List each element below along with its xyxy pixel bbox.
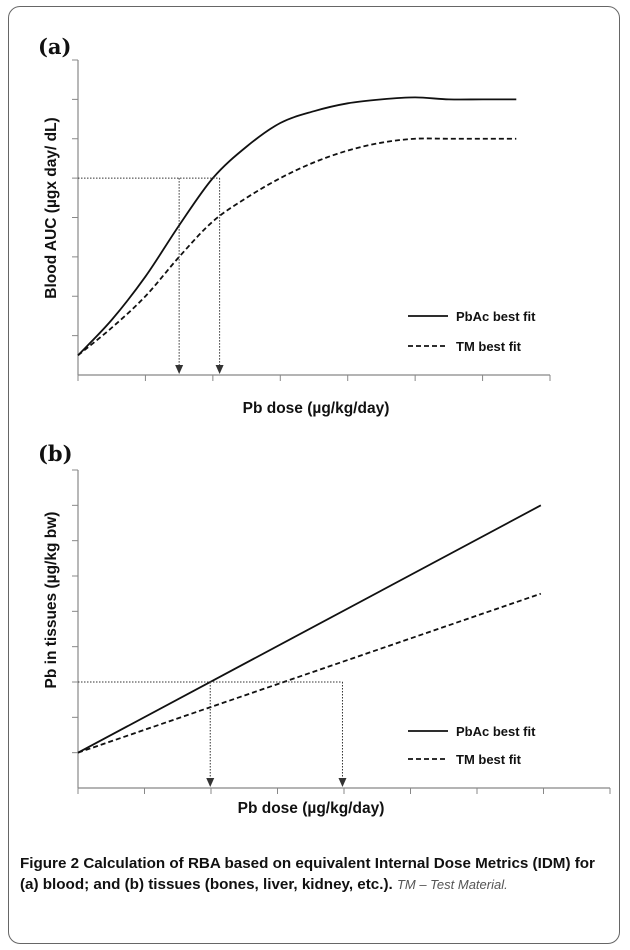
caption-label: Figure 2	[20, 855, 80, 872]
series-line-pbac	[77, 96, 517, 356]
caption-title: Calculation of RBA based on equivalent I…	[20, 855, 595, 893]
legend-label-tm: TM best fit	[456, 752, 522, 767]
legend-label-tm: TM best fit	[456, 339, 522, 354]
panel-a-ylabel: Blood AUC (µgx day/ dL)	[43, 117, 60, 298]
legend-label-pbac: PbAc best fit	[456, 309, 536, 324]
series-line-tm	[77, 592, 542, 754]
reference-arrow-head-icon	[215, 365, 224, 374]
panel-b-xlabel: Pb dose (µg/kg/day)	[238, 800, 385, 817]
series-line-pbac	[77, 504, 542, 754]
reference-arrow-head-icon	[206, 778, 215, 787]
panel-b-letter: (b)	[38, 441, 73, 466]
figure-svg: (a) Pb dose (µg/kg/day) Blood AUC (µgx d…	[38, 34, 611, 817]
figure-caption: Figure 2 Calculation of RBA based on equ…	[20, 853, 612, 895]
panel-b-chart: (b) Pb dose (µg/kg/day) Pb in tissues (µ…	[38, 441, 611, 817]
panel-a-chart: (a) Pb dose (µg/kg/day) Blood AUC (µgx d…	[38, 34, 551, 417]
caption-note: TM – Test Material.	[396, 877, 508, 892]
reference-arrow-head-icon	[175, 365, 184, 374]
panel-a-xlabel: Pb dose (µg/kg/day)	[243, 400, 390, 417]
panel-a-letter: (a)	[38, 34, 71, 59]
panel-b-ylabel: Pb in tissues (µg/kg bw)	[43, 512, 60, 689]
reference-arrow-head-icon	[338, 778, 347, 787]
series-line-tm	[77, 137, 517, 357]
legend-label-pbac: PbAc best fit	[456, 724, 536, 739]
